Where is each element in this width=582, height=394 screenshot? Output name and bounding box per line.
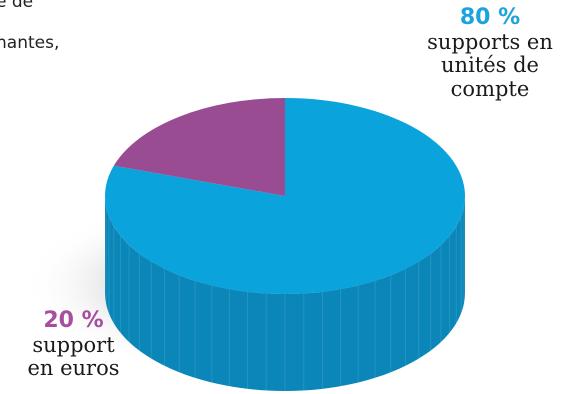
slice-label-euros: 20 % support en euros xyxy=(6,308,141,381)
slice-text-line: unités de xyxy=(441,53,539,78)
slice-text-line: en euros xyxy=(27,356,120,381)
slice-percent-euros: 20 % xyxy=(43,308,104,333)
slice-percent-unites-de-compte: 80 % xyxy=(459,5,521,30)
slice-top-1 xyxy=(113,98,285,196)
cut-off-text-line-2: nantes, xyxy=(0,33,60,53)
cut-off-text-line-1: e de xyxy=(0,0,34,12)
slice-text-line: supports en xyxy=(427,29,553,54)
slice-side-0 xyxy=(105,196,465,391)
slice-text-line: compte xyxy=(450,76,530,101)
slice-label-unites-de-compte: 80 % supports en unités de compte xyxy=(405,5,575,101)
slice-text-line: support xyxy=(32,332,115,357)
slice-top-0 xyxy=(105,98,466,294)
